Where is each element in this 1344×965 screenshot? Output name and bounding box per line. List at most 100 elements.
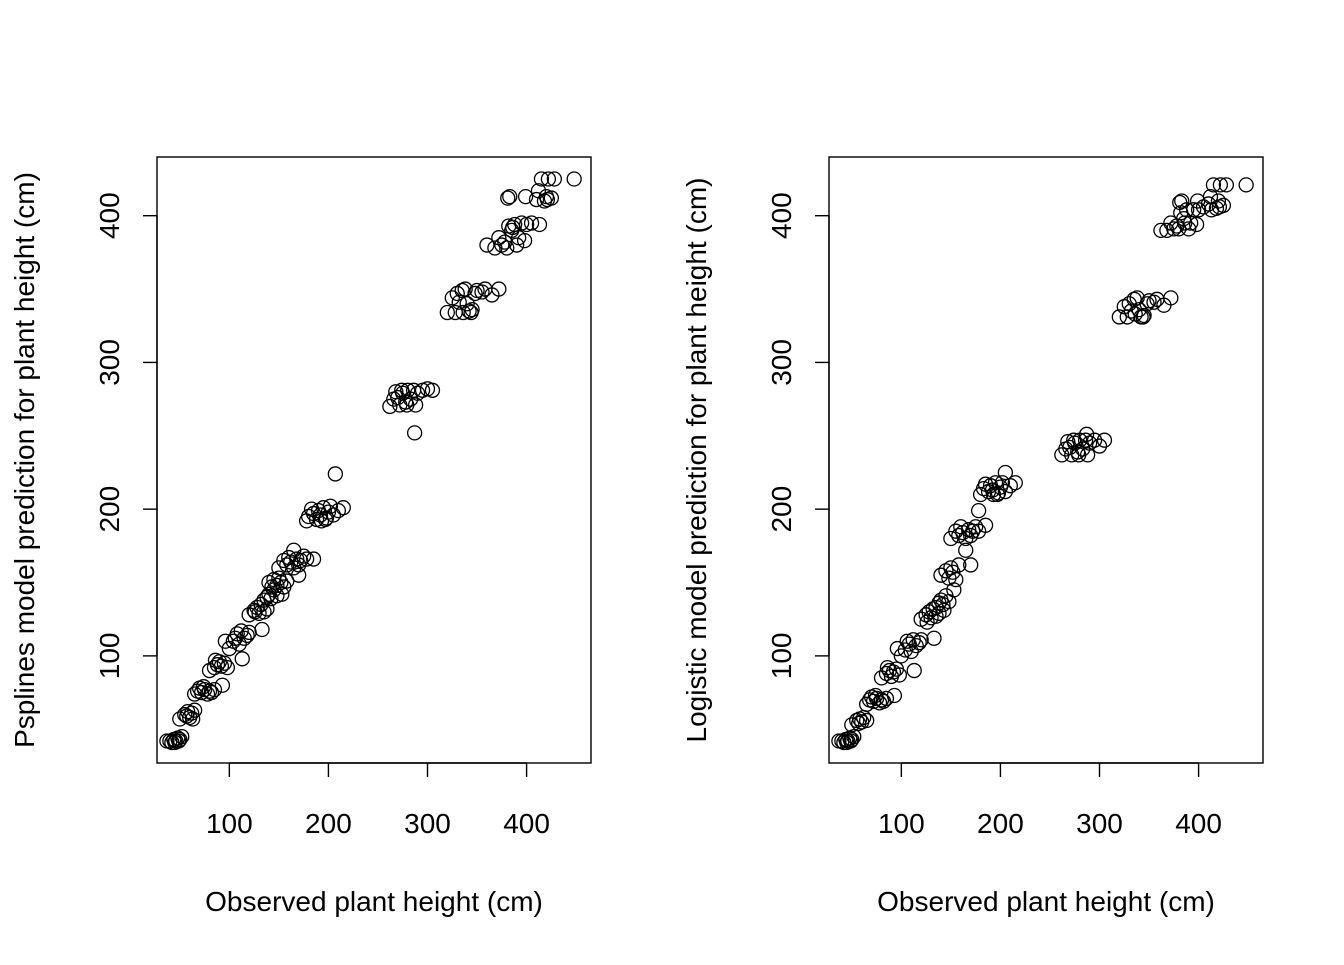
data-point [540,171,557,187]
data-point [1205,177,1222,193]
data-point [499,240,515,256]
y-tick-label: 100 [766,633,797,680]
data-point [461,303,477,319]
data-point [1172,194,1188,211]
y-tick-label: 400 [766,192,797,239]
data-point [399,397,415,413]
data-point [509,237,525,253]
data-point [1177,215,1193,231]
y-axis-title: Logistic model prediction for plant heig… [681,178,712,743]
data-point [879,659,896,676]
data-point [933,567,949,583]
data-point [533,171,550,187]
data-point [335,500,351,516]
data-point [531,216,548,233]
data-point [1071,447,1087,463]
x-tick-label: 300 [404,808,451,839]
x-tick-label: 100 [206,808,253,839]
data-point [214,677,231,693]
data-point [500,190,516,206]
data-point [970,502,987,519]
data-point [1007,475,1023,491]
data-point [1238,177,1254,193]
data-points [831,177,1254,751]
data-point [505,219,521,236]
plot-frame [828,156,1264,764]
data-point [455,304,471,321]
data-point [234,651,250,667]
data-point [1211,199,1228,215]
data-point [1210,193,1227,209]
data-point [951,557,967,573]
data-point [256,604,272,620]
y-axis: 100 200 300 400 [766,192,830,680]
data-point [206,659,223,676]
data-point [1079,447,1096,463]
data-point [467,285,483,302]
data-point [1185,202,1202,218]
data-point [451,294,467,310]
data-point [1096,432,1113,448]
data-point [1159,222,1175,239]
data-point [439,304,455,321]
data-point [317,511,334,528]
data-point [1066,432,1082,448]
data-point [530,183,547,199]
data-point [911,635,927,651]
data-point [987,475,1004,491]
data-point [400,382,416,398]
data-point [236,630,252,646]
data-point [322,498,339,514]
data-point [305,551,322,567]
data-point [1153,222,1169,239]
data-point [274,586,290,602]
data-point [382,398,398,415]
x-tick-label: 200 [305,808,352,839]
data-point [247,604,263,620]
data-point [502,188,518,205]
data-point [293,552,309,569]
x-axis: 100 200 300 400 [206,762,550,839]
data-point [1202,188,1219,205]
data-point [965,523,981,539]
data-point [867,687,884,704]
x-tick-label: 400 [1175,808,1222,839]
data-point [546,171,562,187]
data-point [291,567,307,583]
data-point [1002,478,1018,494]
data-point [459,296,475,312]
data-point [269,577,285,594]
data-point [206,681,223,698]
data-point [985,486,1002,503]
data-point [851,715,867,732]
data-point [878,690,895,707]
data-point [1091,438,1108,454]
data-point [1078,426,1095,442]
data-point [406,425,423,441]
data-point [474,284,490,300]
data-point [903,643,919,660]
x-axis-title: Observed plant height (cm) [205,886,543,917]
data-point [497,234,513,250]
data-point [523,215,540,231]
logistic-scatter-panel: Observed plant height (cm) Logistic mode… [681,156,1264,917]
data-point [997,464,1014,481]
data-point [948,523,964,539]
data-point [926,630,942,646]
x-tick-label: 400 [503,808,550,839]
data-point [1086,432,1103,448]
data-point [1077,432,1094,448]
data-point [207,652,224,668]
data-point [859,712,875,729]
data-point [327,466,344,482]
data-point [517,188,534,205]
data-point [219,659,236,676]
data-point [919,614,935,630]
data-point [886,687,903,704]
data-point [1195,199,1212,215]
data-point [185,711,201,727]
data-point [844,717,860,733]
data-point [424,382,441,398]
